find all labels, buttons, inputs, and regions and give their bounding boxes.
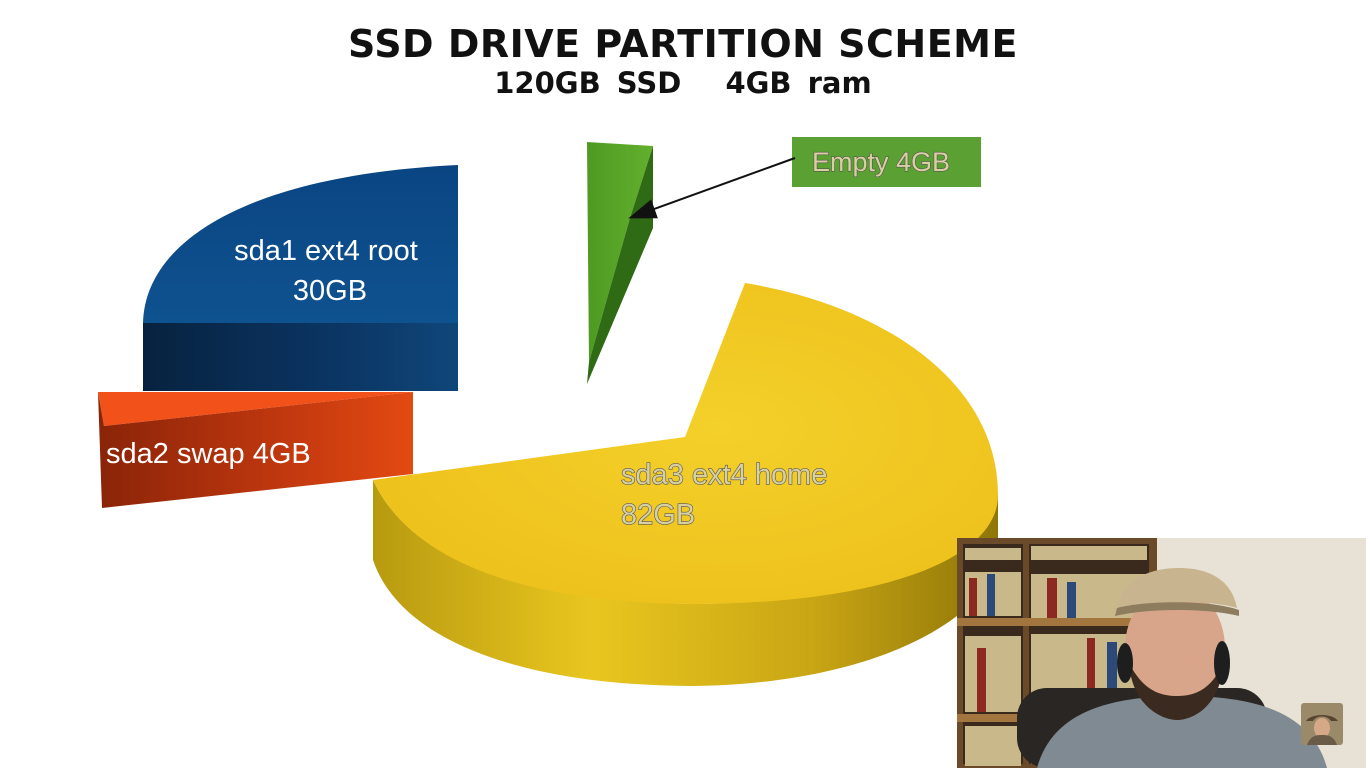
chart-title: SSD DRIVE PARTITION SCHEME — [348, 22, 1018, 66]
channel-avatar-icon — [1301, 703, 1343, 745]
chart-subtitle: 120GB SSD 4GB ram — [0, 66, 1366, 100]
empty-callout-box — [792, 137, 981, 187]
slice-empty — [587, 142, 653, 384]
slice-swap-top — [98, 392, 413, 426]
empty-callout-label: Empty 4GB — [812, 147, 950, 177]
slice-swap: sda2 swap 4GB — [98, 392, 413, 508]
slice-home-side — [373, 480, 998, 686]
presenter-webcam — [957, 538, 1366, 768]
subtitle-ssd: 120GB SSD — [494, 66, 682, 100]
slice-root-label-line1: sda1 ext4 root — [234, 235, 418, 267]
slice-empty-top — [587, 142, 653, 362]
subtitle-ram: 4GB ram — [725, 66, 872, 100]
slice-root-label: sda1 ext4 root 30GB — [234, 235, 426, 307]
slice-swap-label: sda2 swap 4GB — [106, 438, 311, 470]
slice-root-label-line2: 30GB — [293, 275, 367, 307]
callout-arrow — [628, 157, 796, 219]
slice-home: sda3 ext4 home 82GB — [373, 283, 998, 686]
slice-swap-side — [98, 392, 413, 508]
empty-callout: Empty 4GB — [628, 137, 981, 219]
slice-home-label-line1: sda3 ext4 home — [621, 459, 827, 491]
slice-root-side — [143, 323, 458, 409]
slice-root-top — [143, 165, 458, 323]
slice-home-top — [373, 283, 998, 604]
slice-root: sda1 ext4 root 30GB — [143, 165, 458, 409]
slice-home-label: sda3 ext4 home 82GB — [621, 459, 835, 531]
slice-home-label-line2: 82GB — [621, 499, 695, 531]
